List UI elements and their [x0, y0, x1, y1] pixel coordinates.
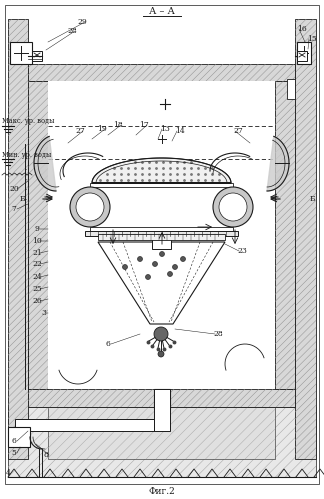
Circle shape: [70, 187, 110, 227]
Polygon shape: [28, 389, 295, 407]
Text: 3: 3: [41, 309, 47, 317]
Bar: [90, 227, 233, 231]
Text: 5: 5: [12, 449, 17, 457]
Polygon shape: [275, 81, 295, 389]
Text: 18: 18: [113, 121, 123, 129]
Bar: [85, 231, 238, 236]
Circle shape: [219, 193, 247, 221]
Text: 14: 14: [175, 127, 185, 135]
Text: 4: 4: [6, 469, 10, 477]
Text: 7: 7: [12, 205, 17, 213]
Circle shape: [213, 187, 253, 227]
Circle shape: [145, 274, 151, 279]
Text: 6: 6: [106, 340, 110, 348]
Bar: [297, 51, 307, 61]
Circle shape: [154, 327, 168, 341]
Bar: [32, 51, 42, 61]
Polygon shape: [34, 136, 56, 191]
Text: 26: 26: [32, 297, 42, 305]
Text: 28: 28: [67, 27, 77, 35]
Text: 23: 23: [237, 247, 247, 255]
Text: 15: 15: [307, 35, 317, 43]
Text: А – А: А – А: [149, 6, 175, 15]
Text: 17: 17: [139, 121, 149, 129]
Text: 8: 8: [43, 451, 48, 459]
Text: 25: 25: [32, 285, 42, 293]
Text: 28: 28: [213, 330, 223, 338]
Circle shape: [168, 271, 172, 276]
Bar: [154, 389, 170, 431]
Bar: [15, 419, 154, 431]
Text: 6: 6: [12, 437, 17, 445]
Text: 21: 21: [32, 249, 42, 257]
Bar: [8, 427, 30, 447]
Polygon shape: [295, 19, 316, 459]
Circle shape: [159, 251, 165, 256]
Text: 29: 29: [77, 18, 87, 26]
Text: 19: 19: [97, 125, 107, 133]
Polygon shape: [98, 242, 225, 324]
Polygon shape: [8, 407, 316, 477]
Polygon shape: [28, 81, 48, 389]
Bar: [152, 236, 171, 249]
Polygon shape: [92, 158, 231, 183]
Text: 27: 27: [75, 127, 85, 135]
Text: 9: 9: [35, 225, 40, 233]
Text: Б: Б: [19, 195, 25, 203]
Bar: [98, 234, 225, 240]
Bar: [90, 183, 233, 187]
Text: 13: 13: [160, 125, 170, 133]
Text: 22: 22: [32, 260, 42, 268]
Text: Мин. ур. воды: Мин. ур. воды: [2, 151, 51, 159]
Bar: [287, 79, 295, 99]
Bar: [48, 81, 275, 389]
Circle shape: [122, 264, 128, 269]
Text: 24: 24: [32, 273, 42, 281]
Bar: [10, 42, 32, 64]
Bar: [154, 389, 170, 409]
Circle shape: [180, 256, 186, 261]
Text: Фиг.2: Фиг.2: [149, 487, 175, 496]
Circle shape: [76, 193, 104, 221]
Polygon shape: [267, 136, 289, 191]
Circle shape: [158, 351, 164, 357]
Text: Макс. ур. воды: Макс. ур. воды: [2, 117, 54, 125]
Text: 16: 16: [297, 25, 307, 33]
Text: Б: Б: [309, 195, 315, 203]
Polygon shape: [28, 64, 295, 81]
Circle shape: [137, 256, 143, 261]
Bar: [297, 42, 311, 64]
Text: 27: 27: [233, 127, 243, 135]
Text: 10: 10: [32, 237, 42, 245]
Polygon shape: [48, 407, 275, 459]
Circle shape: [172, 264, 178, 269]
Circle shape: [153, 261, 157, 266]
Text: 20: 20: [9, 185, 19, 193]
Polygon shape: [8, 19, 28, 459]
